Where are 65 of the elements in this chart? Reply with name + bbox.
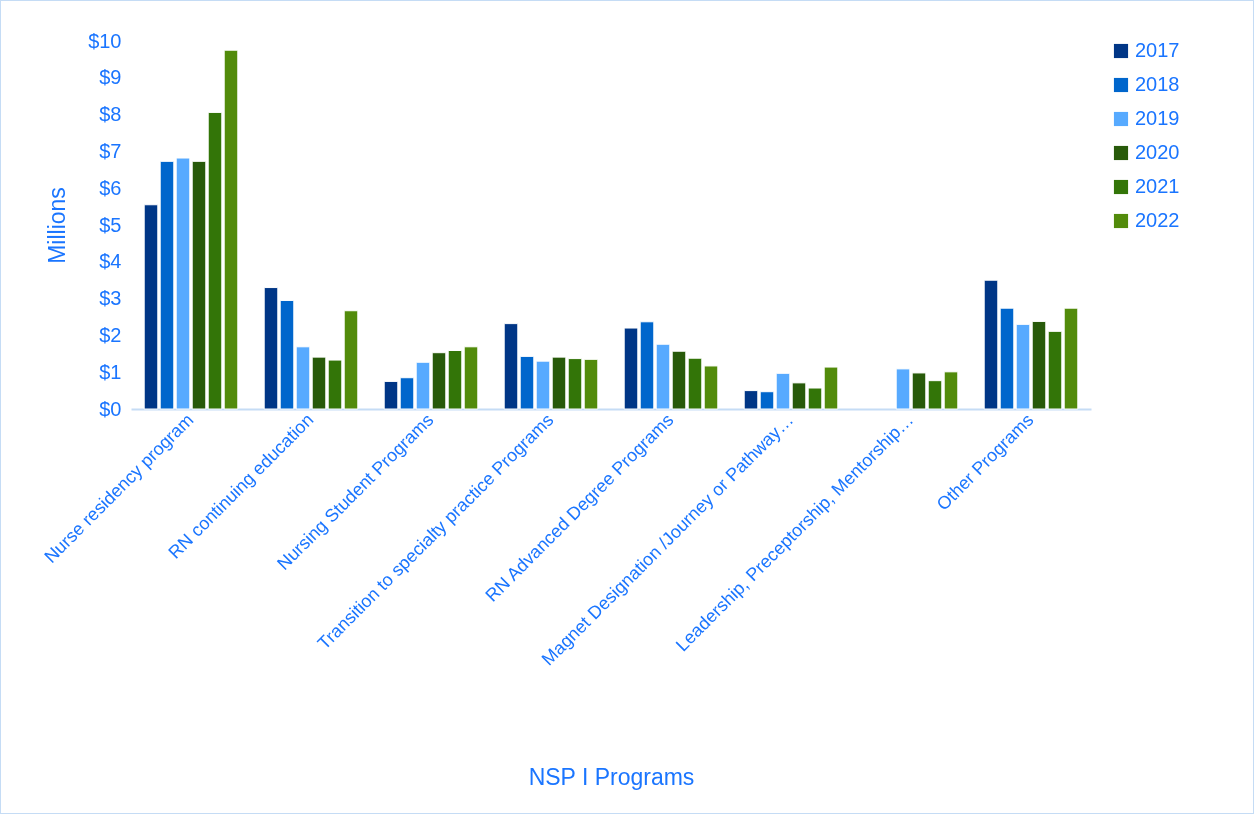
bar <box>159 160 175 410</box>
legend-label: 2019 <box>1135 107 1180 129</box>
bar <box>503 323 519 410</box>
bar <box>223 49 239 410</box>
y-tick-label: $0 <box>99 397 122 420</box>
bar <box>175 157 191 410</box>
bar <box>639 321 655 410</box>
bar <box>327 359 343 410</box>
bar <box>279 299 295 410</box>
bar <box>567 358 583 410</box>
bar <box>743 390 759 410</box>
legend-label: 2022 <box>1135 209 1180 231</box>
bar <box>671 350 687 410</box>
bar <box>431 352 447 410</box>
x-axis-title: NSP I Programs <box>528 763 695 790</box>
y-tick-label: $4 <box>99 250 122 273</box>
bar <box>999 307 1015 410</box>
y-axis-title: Millions <box>44 187 71 264</box>
y-tick-label: $9 <box>99 66 122 89</box>
bar <box>583 358 599 410</box>
bar <box>687 357 703 410</box>
bar <box>1031 320 1047 410</box>
y-tick-label: $7 <box>99 139 122 162</box>
bar <box>463 346 479 410</box>
bar <box>383 380 399 410</box>
legend-label: 2021 <box>1135 175 1180 197</box>
bar <box>911 372 927 410</box>
bar <box>415 361 431 410</box>
bar <box>895 368 911 410</box>
bar <box>1063 307 1079 410</box>
bar <box>983 279 999 410</box>
bar <box>535 360 551 410</box>
bar <box>1015 323 1031 410</box>
bar <box>447 349 463 410</box>
bar <box>263 287 279 410</box>
y-tick-label: $6 <box>99 176 122 199</box>
bar <box>807 387 823 410</box>
bar <box>551 356 567 410</box>
bar <box>207 111 223 410</box>
bar <box>519 355 535 410</box>
bar <box>943 371 959 410</box>
bar <box>295 346 311 410</box>
bar <box>791 382 807 410</box>
bar <box>1047 330 1063 410</box>
y-tick-label: $8 <box>99 103 122 126</box>
y-tick-label: $3 <box>99 287 122 310</box>
y-tick-label: $1 <box>99 360 122 383</box>
bar <box>703 365 719 410</box>
bar <box>775 372 791 410</box>
bar <box>823 366 839 410</box>
bar <box>623 327 639 410</box>
bar <box>655 343 671 410</box>
legend-label: 2018 <box>1135 73 1180 95</box>
legend-label: 2020 <box>1135 141 1180 163</box>
y-tick-label: $5 <box>99 213 122 236</box>
bar <box>191 160 207 410</box>
bar <box>311 356 327 410</box>
bar <box>927 380 943 410</box>
bar <box>143 204 159 410</box>
bar <box>343 310 359 410</box>
legend-label: 2017 <box>1135 39 1180 61</box>
bar <box>399 377 415 410</box>
y-tick-label: $2 <box>99 323 122 346</box>
y-tick-label: $10 <box>88 29 122 52</box>
bar <box>759 391 775 410</box>
